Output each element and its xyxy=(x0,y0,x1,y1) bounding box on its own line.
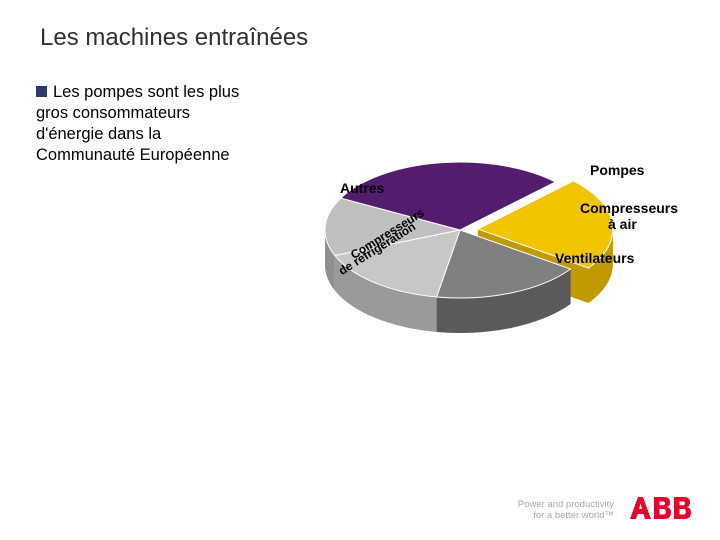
bullet-marker xyxy=(36,86,47,97)
pie-chart-svg xyxy=(280,90,700,390)
abb-logo xyxy=(628,494,698,522)
pie-chart: Pompes Compresseursà air Ventilateurs Autre… xyxy=(280,90,700,390)
slide-title: Les machines entraînées xyxy=(40,24,308,52)
bullet-text: Les pompes sont les plus gros consommate… xyxy=(36,83,239,164)
chart-label-comp_air_2: à air xyxy=(608,216,637,232)
chart-label-comp_air_1: Compresseurs xyxy=(580,200,678,216)
tagline-line2: for a better world™ xyxy=(518,511,614,522)
chart-label-pompes: Pompes xyxy=(590,162,644,178)
bullet-paragraph: Les pompes sont les plus gros consommate… xyxy=(36,82,256,166)
chart-label-autres: Autres xyxy=(340,180,384,196)
footer-tagline: Power and productivity for a better worl… xyxy=(518,500,614,522)
chart-label-vent: Ventilateurs xyxy=(555,250,634,266)
footer: Power and productivity for a better worl… xyxy=(518,494,698,522)
